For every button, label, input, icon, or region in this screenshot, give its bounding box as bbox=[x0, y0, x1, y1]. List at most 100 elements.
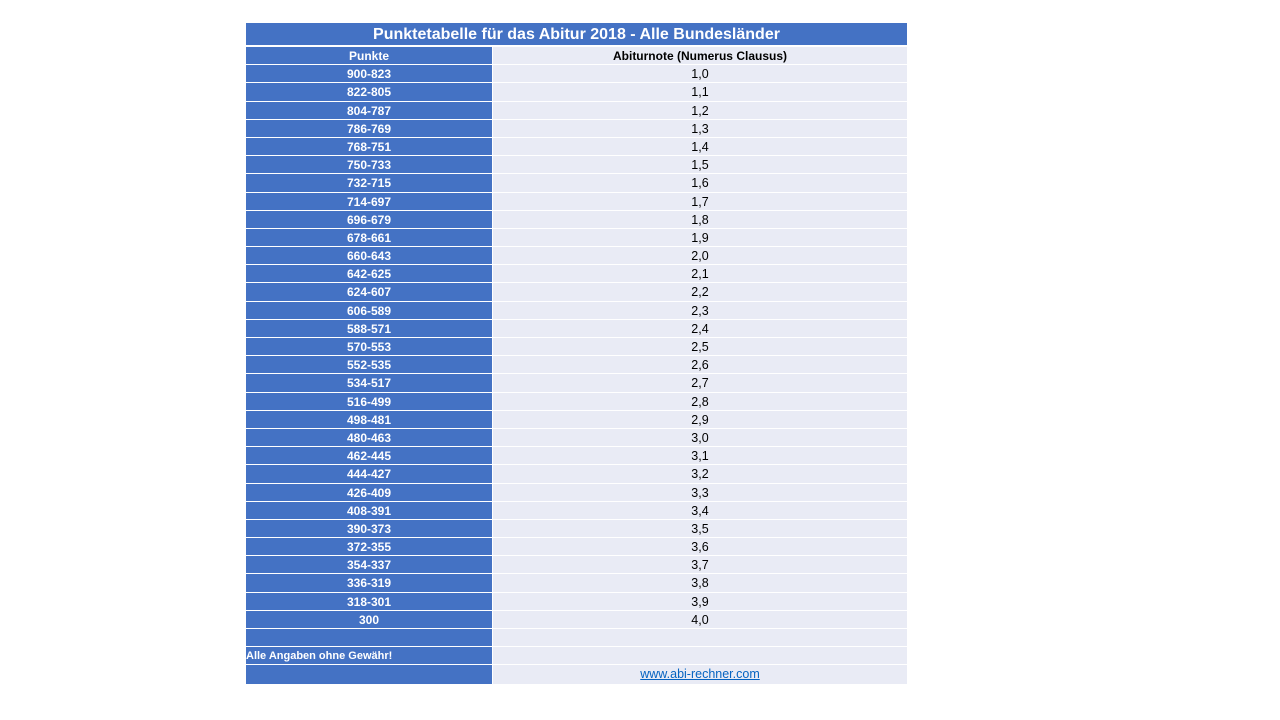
punkte-cell: 804-787 bbox=[246, 101, 493, 119]
note-cell: 2,2 bbox=[493, 283, 907, 301]
note-cell: 4,0 bbox=[493, 610, 907, 628]
disclaimer-row: Alle Angaben ohne Gewähr! bbox=[246, 647, 907, 666]
disclaimer-text: Alle Angaben ohne Gewähr! bbox=[246, 647, 493, 665]
note-cell: 2,7 bbox=[493, 374, 907, 392]
table-row: 606-589 2,3 bbox=[246, 301, 907, 320]
table-row: 426-409 3,3 bbox=[246, 483, 907, 502]
note-cell: 3,8 bbox=[493, 574, 907, 592]
note-cell: 3,0 bbox=[493, 428, 907, 447]
note-cell: 3,6 bbox=[493, 538, 907, 556]
header-row: Punkte Abiturnote (Numerus Clausus) bbox=[246, 47, 907, 66]
punkte-cell: 678-661 bbox=[246, 228, 493, 247]
table-row: 354-337 3,7 bbox=[246, 556, 907, 575]
punkte-cell: 732-715 bbox=[246, 174, 493, 192]
punkte-cell: 498-481 bbox=[246, 410, 493, 428]
punkte-cell: 696-679 bbox=[246, 210, 493, 228]
punkte-cell: 660-643 bbox=[246, 247, 493, 265]
table-row: 462-445 3,1 bbox=[246, 447, 907, 466]
note-cell: 3,5 bbox=[493, 519, 907, 538]
note-cell: 1,7 bbox=[493, 192, 907, 210]
punkte-cell: 570-553 bbox=[246, 338, 493, 356]
punkte-cell: 300 bbox=[246, 610, 493, 628]
punkte-cell: 786-769 bbox=[246, 119, 493, 137]
table-row: 336-319 3,8 bbox=[246, 574, 907, 593]
table-row: 516-499 2,8 bbox=[246, 392, 907, 411]
punkte-cell: 444-427 bbox=[246, 465, 493, 483]
table-body: 900-823 1,0 822-805 1,1 804-787 1,2 786-769 1,3… bbox=[246, 65, 907, 629]
link-row: www.abi-rechner.com bbox=[246, 665, 907, 684]
note-cell: 2,5 bbox=[493, 338, 907, 356]
note-cell: 2,9 bbox=[493, 410, 907, 428]
punkte-cell: 534-517 bbox=[246, 374, 493, 392]
punkte-cell: 372-355 bbox=[246, 538, 493, 556]
note-cell: 1,1 bbox=[493, 83, 907, 101]
table-row: 696-679 1,8 bbox=[246, 210, 907, 229]
table-row: 660-643 2,0 bbox=[246, 247, 907, 266]
note-cell: 2,4 bbox=[493, 319, 907, 337]
table-row: 732-715 1,6 bbox=[246, 174, 907, 193]
punkte-cell: 900-823 bbox=[246, 65, 493, 83]
note-cell: 1,6 bbox=[493, 174, 907, 192]
note-cell: 3,7 bbox=[493, 556, 907, 574]
empty-row bbox=[246, 629, 907, 648]
punkte-cell: 588-571 bbox=[246, 319, 493, 337]
table-row: 768-751 1,4 bbox=[246, 137, 907, 157]
punkte-cell: 408-391 bbox=[246, 501, 493, 519]
punkte-cell: 480-463 bbox=[246, 428, 493, 447]
table-row: 318-301 3,9 bbox=[246, 592, 907, 611]
note-cell: 2,6 bbox=[493, 356, 907, 374]
punkte-cell: 750-733 bbox=[246, 156, 493, 174]
table-row: 444-427 3,2 bbox=[246, 465, 907, 484]
note-cell: 1,8 bbox=[493, 210, 907, 228]
table-row: 534-517 2,7 bbox=[246, 374, 907, 393]
punkte-cell: 462-445 bbox=[246, 447, 493, 465]
note-cell: 1,0 bbox=[493, 65, 907, 83]
table-row: 372-355 3,6 bbox=[246, 538, 907, 557]
punkte-cell: 606-589 bbox=[246, 301, 493, 319]
table-row: 642-625 2,1 bbox=[246, 265, 907, 284]
punkte-cell: 624-607 bbox=[246, 283, 493, 301]
table-row: 408-391 3,4 bbox=[246, 501, 907, 520]
table-row: 714-697 1,7 bbox=[246, 192, 907, 211]
table-row: 750-733 1,5 bbox=[246, 156, 907, 175]
note-cell: 2,1 bbox=[493, 265, 907, 283]
punkte-cell: 768-751 bbox=[246, 137, 493, 156]
note-cell: 3,2 bbox=[493, 465, 907, 483]
note-cell: 3,3 bbox=[493, 483, 907, 501]
table-row: 588-571 2,4 bbox=[246, 319, 907, 338]
table-row: 900-823 1,0 bbox=[246, 65, 907, 84]
punkte-cell: 318-301 bbox=[246, 592, 493, 610]
table-row: 498-481 2,9 bbox=[246, 410, 907, 429]
table-row: 552-535 2,6 bbox=[246, 356, 907, 375]
punkte-cell: 354-337 bbox=[246, 556, 493, 574]
note-cell: 2,8 bbox=[493, 392, 907, 410]
table-row: 624-607 2,2 bbox=[246, 283, 907, 302]
table-row: 822-805 1,1 bbox=[246, 83, 907, 102]
table-row: 570-553 2,5 bbox=[246, 338, 907, 357]
table-row: 804-787 1,2 bbox=[246, 101, 907, 120]
column-header-abiturnote: Abiturnote (Numerus Clausus) bbox=[493, 47, 907, 65]
note-cell: 3,9 bbox=[493, 592, 907, 610]
note-cell: 1,5 bbox=[493, 156, 907, 174]
table-title: Punktetabelle für das Abitur 2018 - Alle… bbox=[246, 23, 907, 47]
punkte-cell: 552-535 bbox=[246, 356, 493, 374]
table-row: 678-661 1,9 bbox=[246, 228, 907, 248]
note-cell: 3,4 bbox=[493, 501, 907, 519]
note-cell: 1,3 bbox=[493, 119, 907, 137]
column-header-punkte: Punkte bbox=[246, 47, 493, 65]
punkte-cell: 390-373 bbox=[246, 519, 493, 538]
grade-table: Punktetabelle für das Abitur 2018 - Alle… bbox=[246, 23, 907, 684]
note-cell: 2,3 bbox=[493, 301, 907, 319]
punkte-cell: 336-319 bbox=[246, 574, 493, 592]
punkte-cell: 642-625 bbox=[246, 265, 493, 283]
punkte-cell: 822-805 bbox=[246, 83, 493, 101]
table-row: 480-463 3,0 bbox=[246, 428, 907, 448]
punkte-cell: 516-499 bbox=[246, 392, 493, 410]
table-row: 786-769 1,3 bbox=[246, 119, 907, 138]
note-cell: 1,2 bbox=[493, 101, 907, 119]
note-cell: 3,1 bbox=[493, 447, 907, 465]
table-row: 300 4,0 bbox=[246, 610, 907, 629]
website-link[interactable]: www.abi-rechner.com bbox=[640, 667, 760, 682]
punkte-cell: 714-697 bbox=[246, 192, 493, 210]
note-cell: 2,0 bbox=[493, 247, 907, 265]
